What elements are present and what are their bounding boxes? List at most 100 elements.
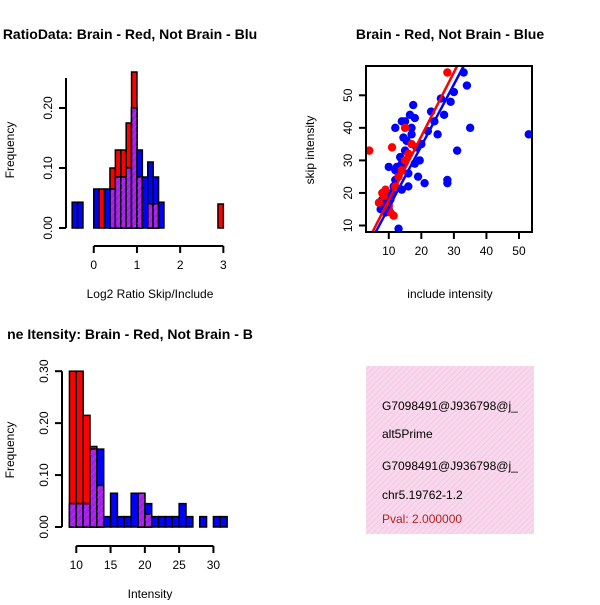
bar-overlap-hatch: [126, 168, 132, 228]
bar-not-brain: [103, 188, 111, 229]
point-not-brain: [433, 130, 442, 139]
scatter-title: Brain - Red, Not Brain - Blue: [356, 26, 544, 42]
x-tick-label: 20: [138, 558, 152, 572]
y-tick-label: 10: [341, 218, 355, 232]
point-not-brain: [408, 100, 418, 110]
x-tick-label: 2: [177, 258, 184, 272]
bar-not-brain: [141, 176, 149, 229]
bar-overlap-hatch: [120, 177, 127, 228]
point-not-brain: [446, 97, 455, 107]
bar-overlap-hatch: [131, 108, 137, 228]
y-tick-label: 20: [341, 186, 355, 200]
scatter-ylabel: skip intensity: [303, 116, 317, 185]
bar-overlap-hatch: [83, 503, 90, 527]
point-brain: [387, 143, 397, 152]
point-brain: [389, 211, 398, 220]
ratio-histogram-title: RatioData: Brain - Red, Not Brain - Blu: [3, 26, 257, 42]
fit-line-not-brain: [374, 66, 465, 232]
point-brain: [374, 198, 384, 207]
point-not-brain: [407, 130, 416, 139]
bar-not-brain: [157, 515, 167, 528]
x-tick-label: 3: [220, 258, 227, 272]
bar-not-brain: [178, 502, 187, 528]
point-not-brain: [410, 113, 420, 123]
info-line-type: alt5Prime: [382, 427, 433, 441]
bar-not-brain: [116, 515, 126, 528]
bar-not-brain: [71, 201, 79, 229]
point-not-brain: [413, 172, 423, 181]
point-not-brain: [415, 156, 424, 165]
bar-not-brain: [171, 515, 180, 528]
point-not-brain: [394, 224, 403, 232]
scatter-marks: [366, 66, 532, 232]
x-tick-label: 30: [447, 244, 461, 258]
y-tick-label: 0.10: [41, 156, 55, 180]
y-tick-label: 0.10: [37, 463, 51, 487]
bar-not-brain: [185, 515, 194, 528]
bar-brain: [217, 203, 225, 229]
x-tick-label: 50: [512, 244, 526, 258]
plot-frame: [365, 65, 533, 233]
y-tick-label: 0.20: [37, 411, 51, 435]
bar-not-brain: [76, 201, 84, 229]
x-tick-label: 25: [172, 558, 186, 572]
y-tick-label: 30: [341, 153, 355, 167]
y-tick-label: 0.30: [37, 359, 51, 383]
x-tick-label: 10: [382, 244, 396, 258]
bar-overlap-hatch: [153, 204, 159, 228]
point-not-brain: [384, 162, 393, 172]
bar-overlap-hatch: [138, 493, 145, 527]
bar-overlap-hatch: [76, 503, 84, 527]
bar-not-brain: [212, 515, 222, 528]
point-not-brain: [462, 81, 472, 90]
y-tick-label: 0.00: [41, 216, 55, 240]
ratio-histogram-bars: [71, 71, 225, 229]
point-not-brain: [420, 178, 429, 188]
bar-not-brain: [198, 515, 208, 528]
x-tick-label: 10: [70, 558, 84, 572]
info-line-id: G7098491@J936798@j_: [382, 399, 518, 413]
ratio-histogram: RatioData: Brain - Red, Not Brain - Blu …: [3, 26, 257, 301]
x-tick-label: 40: [480, 244, 494, 258]
bar-overlap-hatch: [136, 177, 143, 228]
point-not-brain: [465, 123, 475, 133]
info-panel: G7098491@J936798@j_ alt5Prime G7098491@J…: [366, 366, 534, 534]
point-not-brain: [524, 130, 532, 139]
bar-overlap-hatch: [90, 449, 97, 527]
bar-not-brain: [157, 201, 165, 229]
point-brain: [443, 68, 452, 77]
bar-overlap-hatch: [69, 503, 77, 527]
point-not-brain: [397, 117, 407, 126]
point-brain: [366, 146, 374, 155]
bar-not-brain: [130, 492, 139, 528]
scatter-axes: 10 20 30 40 50 10 20 30 40 50: [341, 65, 533, 258]
fit-line-brain: [371, 66, 459, 232]
intensity-histogram-ylabel: Frequency: [3, 422, 17, 479]
x-tick-label: 1: [134, 258, 141, 272]
bar-overlap-hatch: [144, 514, 152, 527]
bar-not-brain: [102, 515, 112, 528]
bar-brain: [98, 188, 106, 229]
bar-not-brain: [164, 515, 174, 528]
bar-overlap-hatch: [109, 189, 116, 228]
bar-not-brain: [123, 515, 132, 528]
point-brain: [400, 123, 410, 133]
ratio-histogram-axes: 0 1 2 3 0.00 0.10 0.20: [41, 78, 227, 272]
ratio-histogram-ylabel: Frequency: [3, 122, 17, 179]
ratio-histogram-xlabel: Log2 Ratio Skip/Include: [87, 287, 214, 301]
point-not-brain: [443, 178, 452, 188]
point-not-brain: [391, 123, 400, 133]
info-pval: Pval: 2.000000: [382, 512, 462, 526]
y-tick-label: 0.20: [41, 96, 55, 120]
scatter-xlabel: include intensity: [407, 287, 492, 301]
bar-not-brain: [109, 492, 119, 528]
x-tick-label: 0: [90, 258, 97, 272]
x-tick-label: 20: [415, 244, 429, 258]
bar-not-brain: [219, 515, 228, 528]
intensity-histogram-title: ne Itensity: Brain - Red, Not Brain - B: [7, 326, 253, 342]
y-tick-label: 0.00: [37, 515, 51, 539]
info-line-id-2: G7098491@J936798@j_: [382, 459, 518, 473]
y-tick-label: 40: [341, 121, 355, 135]
intensity-histogram-axes: 10 15 20 25 30 0.00 0.10 0.20 0.30: [37, 359, 220, 572]
